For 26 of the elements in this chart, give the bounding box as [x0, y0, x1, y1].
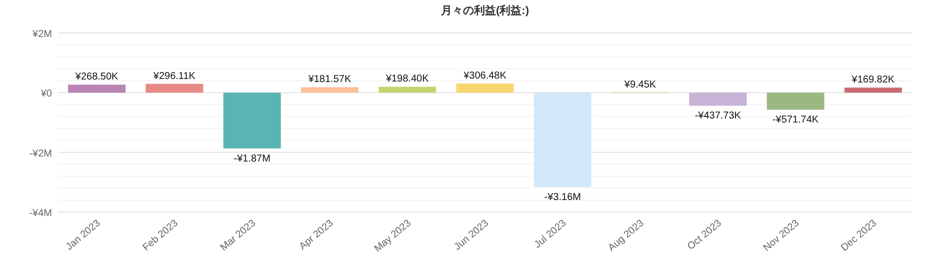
data-label: ¥9.45K: [623, 79, 656, 90]
bar: [766, 92, 824, 110]
bar: [456, 84, 514, 93]
bar: [68, 84, 126, 93]
bar: [844, 88, 902, 93]
bar: [146, 84, 204, 93]
data-label: ¥169.82K: [850, 74, 895, 86]
chart-title: 月々の利益(利益:): [440, 4, 530, 17]
bar: [689, 92, 747, 106]
y-tick-label: -¥4M: [29, 208, 52, 219]
y-tick-label: ¥2M: [32, 29, 52, 40]
bar: [223, 92, 281, 148]
y-tick-label: -¥2M: [29, 148, 52, 160]
data-label: -¥437.73K: [694, 110, 742, 122]
data-label: -¥1.87M: [234, 153, 270, 164]
bar: [378, 86, 436, 93]
data-label: ¥296.11K: [152, 70, 196, 82]
bar: [301, 87, 358, 93]
bar: [534, 92, 592, 187]
data-label: -¥571.74K: [772, 114, 819, 126]
data-label: ¥181.57K: [307, 74, 352, 86]
y-tick-label: ¥0: [40, 88, 52, 100]
data-label: -¥3.16M: [544, 192, 581, 203]
data-label: ¥268.50K: [74, 72, 119, 83]
data-label: ¥198.40K: [384, 74, 430, 85]
data-label: ¥306.48K: [462, 70, 507, 82]
